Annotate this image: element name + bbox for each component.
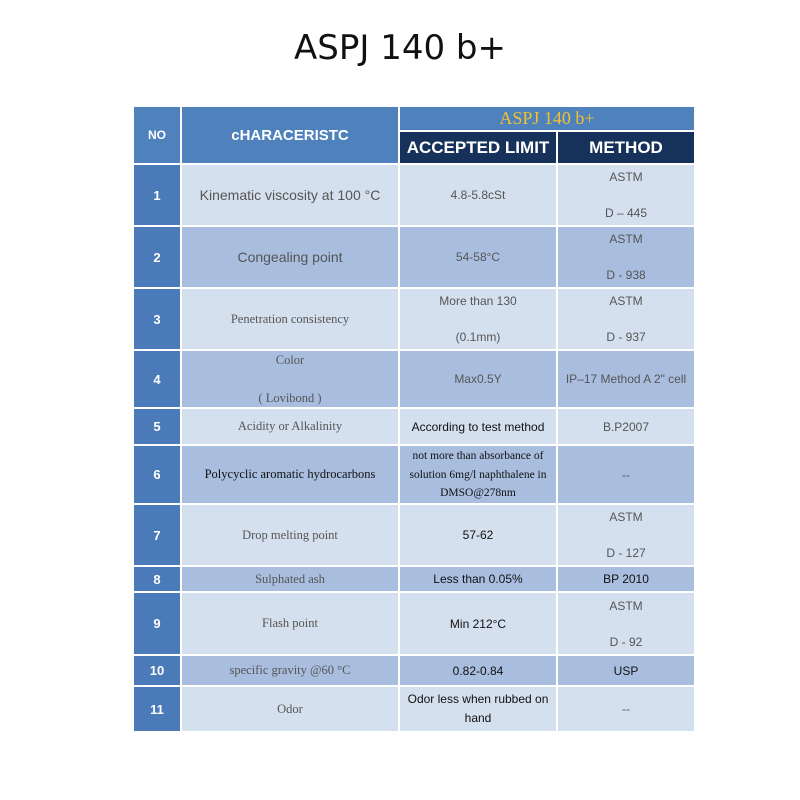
spec-table: NO cHARACERISTC ASPJ 140 b+ ACCEPTED LIM…: [132, 105, 696, 734]
table-row: 1 Kinematic viscosity at 100 °C 4.8-5.8cSt…: [132, 163, 696, 227]
row-no: 11: [132, 685, 182, 734]
row-no: 2: [132, 225, 182, 289]
row-characteristic: Sulphated ash: [180, 565, 400, 594]
row-limit: Min 212°C: [398, 591, 558, 657]
row-limit: not more than absorbance of solution 6mg…: [398, 444, 558, 506]
row-no: 5: [132, 407, 182, 447]
row-method: B.P2007: [556, 407, 696, 447]
table-row: 5 Acidity or Alkalinity According to test …: [132, 407, 696, 447]
header-no: NO: [132, 105, 182, 165]
row-method: ASTM D - 92: [556, 591, 696, 657]
row-method: --: [556, 444, 696, 506]
row-no: 7: [132, 503, 182, 568]
row-no: 9: [132, 591, 182, 657]
row-characteristic: Flash point: [180, 591, 400, 657]
row-method: --: [556, 685, 696, 734]
row-no: 1: [132, 163, 182, 227]
row-method: USP: [556, 654, 696, 688]
table-row: 3 Penetration consistency More than 130 (0…: [132, 287, 696, 351]
row-characteristic: Odor: [180, 685, 400, 734]
header-method: METHOD: [556, 130, 696, 165]
row-characteristic: Drop melting point: [180, 503, 400, 568]
row-characteristic: Acidity or Alkalinity: [180, 407, 400, 447]
table-row: 8 Sulphated ash Less than 0.05% BP 2010: [132, 565, 696, 594]
subheader-row: ACCEPTED LIMIT METHOD: [133, 130, 696, 165]
table-row: 10 specific gravity @60 °C 0.82-0.84 USP: [132, 654, 696, 688]
header-limit: ACCEPTED LIMIT: [398, 130, 558, 165]
table-row: 2 Congealing point 54-58°C ASTM D - 938: [132, 225, 696, 289]
row-limit: 0.82-0.84: [398, 654, 558, 688]
header-row: NO cHARACERISTC ASPJ 140 b+: [132, 105, 696, 165]
row-characteristic: Color ( Lovibond ): [180, 348, 400, 410]
row-characteristic: Congealing point: [180, 225, 400, 289]
row-method: IP–17 Method A 2" cell: [556, 348, 696, 410]
header-product: ASPJ 140 b+: [398, 105, 696, 132]
table-row: 7 Drop melting point 57-62 ASTM D - 127: [132, 503, 696, 568]
row-characteristic: Penetration consistency: [180, 287, 400, 351]
row-limit: Odor less when rubbed on hand: [398, 685, 558, 734]
row-characteristic: Polycyclic aromatic hydrocarbons: [180, 444, 400, 506]
row-characteristic: specific gravity @60 °C: [180, 654, 400, 688]
page-title: ASPJ 140 b+: [294, 28, 506, 68]
row-limit: 54-58°C: [398, 225, 558, 289]
row-limit: 57-62: [398, 503, 558, 568]
row-limit: Max0.5Y: [398, 348, 558, 410]
row-limit: Less than 0.05%: [398, 565, 558, 594]
table-row: 6 Polycyclic aromatic hydrocarbons not mor…: [132, 444, 696, 506]
row-method: ASTM D – 445: [556, 163, 696, 227]
row-limit: According to test method: [398, 407, 558, 447]
header-characteristic: cHARACERISTC: [180, 105, 400, 165]
row-limit: 4.8-5.8cSt: [398, 163, 558, 227]
row-no: 3: [132, 287, 182, 351]
row-method: ASTM D - 937: [556, 287, 696, 351]
row-no: 10: [132, 654, 182, 688]
row-limit: More than 130 (0.1mm): [398, 287, 558, 351]
row-method: ASTM D - 938: [556, 225, 696, 289]
row-method: BP 2010: [556, 565, 696, 594]
table-row: 4 Color ( Lovibond ) Max0.5Y IP–17 Method A…: [132, 348, 696, 410]
table-row: 11 Odor Odor less when rubbed on hand --: [132, 685, 696, 734]
row-method: ASTM D - 127: [556, 503, 696, 568]
row-no: 8: [132, 565, 182, 594]
row-no: 4: [132, 348, 182, 410]
row-characteristic: Kinematic viscosity at 100 °C: [180, 163, 400, 227]
row-no: 6: [132, 444, 182, 506]
table-row: 9 Flash point Min 212°C ASTM D - 92: [132, 591, 696, 657]
